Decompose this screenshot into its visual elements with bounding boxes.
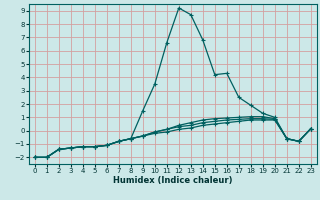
X-axis label: Humidex (Indice chaleur): Humidex (Indice chaleur)	[113, 176, 233, 185]
